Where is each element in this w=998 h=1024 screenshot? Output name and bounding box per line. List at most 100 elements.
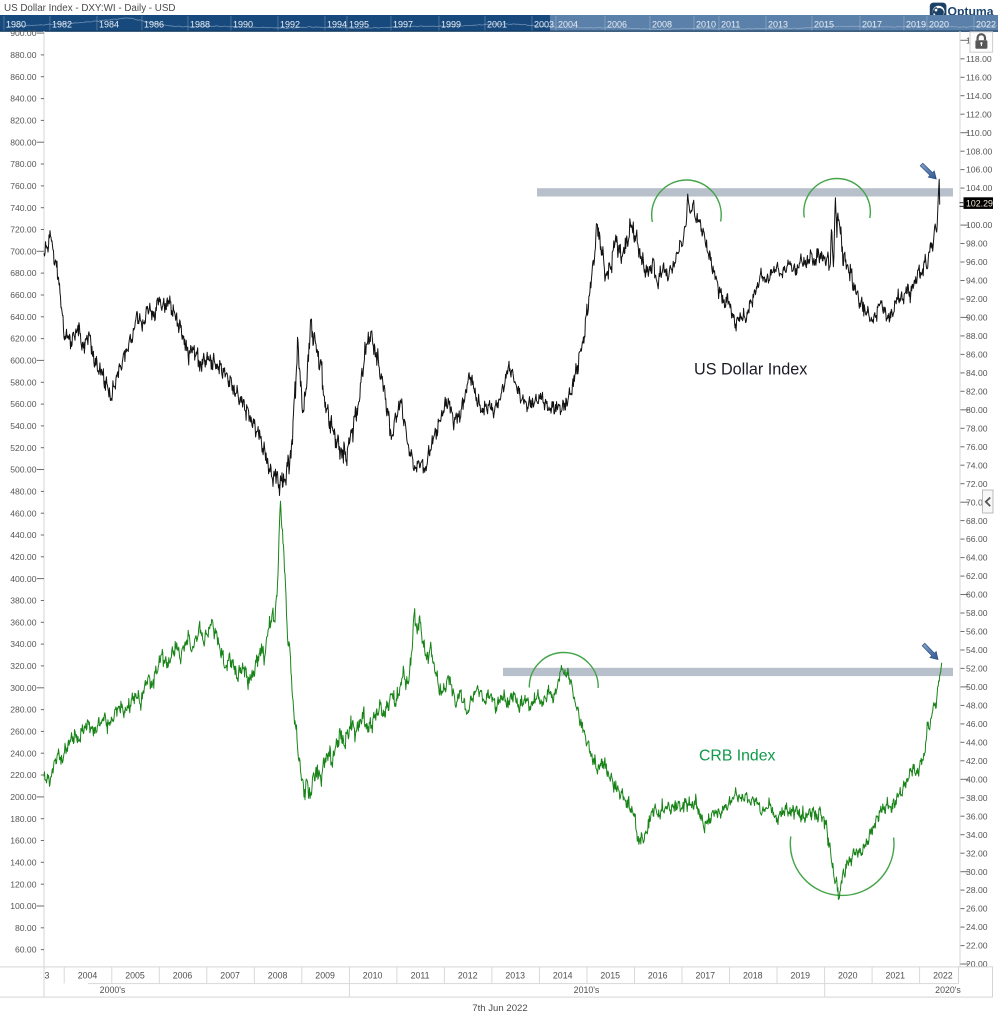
svg-text:86.00: 86.00: [966, 350, 988, 360]
svg-text:7th Jun 2022: 7th Jun 2022: [472, 1003, 527, 1014]
svg-text:2010: 2010: [363, 971, 383, 981]
svg-text:2016: 2016: [648, 971, 668, 981]
svg-text:700.00: 700.00: [10, 246, 37, 256]
svg-text:2006: 2006: [173, 971, 193, 981]
svg-text:320.00: 320.00: [10, 661, 37, 671]
svg-text:200.00: 200.00: [10, 792, 37, 802]
svg-text:500.00: 500.00: [10, 465, 37, 475]
svg-text:2005: 2005: [125, 971, 145, 981]
svg-text:80.00: 80.00: [15, 923, 37, 933]
svg-text:114.00: 114.00: [966, 91, 992, 101]
svg-text:680.00: 680.00: [10, 268, 37, 278]
svg-text:118.00: 118.00: [966, 54, 992, 64]
svg-text:660.00: 660.00: [10, 290, 37, 300]
svg-text:US Dollar Index: US Dollar Index: [694, 361, 807, 379]
svg-text:2011: 2011: [411, 971, 430, 981]
svg-text:2013: 2013: [768, 19, 788, 29]
svg-text:2017: 2017: [696, 971, 716, 981]
svg-text:110.00: 110.00: [966, 128, 992, 138]
svg-text:62.00: 62.00: [966, 571, 988, 581]
svg-text:240.00: 240.00: [10, 748, 37, 758]
svg-text:560.00: 560.00: [10, 399, 37, 409]
svg-text:1999: 1999: [441, 19, 461, 29]
svg-text:2012: 2012: [458, 971, 478, 981]
svg-text:2008: 2008: [652, 19, 672, 29]
svg-text:2015: 2015: [600, 971, 620, 981]
svg-text:64.00: 64.00: [966, 553, 988, 563]
svg-text:1982: 1982: [52, 19, 72, 29]
svg-text:780.00: 780.00: [10, 159, 37, 169]
svg-text:2004: 2004: [78, 971, 98, 981]
svg-text:480.00: 480.00: [10, 487, 37, 497]
svg-text:620.00: 620.00: [10, 334, 37, 344]
svg-text:540.00: 540.00: [10, 421, 37, 431]
svg-text:100.00: 100.00: [966, 220, 993, 230]
svg-text:106.00: 106.00: [966, 165, 993, 175]
svg-text:140.00: 140.00: [10, 857, 37, 867]
svg-text:1995: 1995: [349, 19, 369, 29]
svg-text:46.00: 46.00: [966, 719, 988, 729]
svg-text:800.00: 800.00: [10, 137, 37, 147]
svg-text:74.00: 74.00: [966, 460, 988, 470]
svg-text:380.00: 380.00: [10, 596, 37, 606]
svg-text:720.00: 720.00: [10, 225, 37, 235]
svg-text:2010's: 2010's: [574, 985, 600, 995]
svg-text:96.00: 96.00: [966, 257, 988, 267]
svg-text:100.00: 100.00: [10, 901, 37, 911]
svg-text:78.00: 78.00: [966, 423, 988, 433]
svg-text:34.00: 34.00: [966, 830, 988, 840]
svg-text:70.00: 70.00: [966, 497, 988, 507]
svg-text:60.00: 60.00: [966, 590, 988, 600]
svg-text:2003: 2003: [534, 19, 554, 29]
svg-text:108.00: 108.00: [966, 146, 993, 156]
svg-text:2010: 2010: [696, 19, 716, 29]
svg-text:20.00: 20.00: [966, 959, 988, 969]
svg-text:360.00: 360.00: [10, 617, 37, 627]
svg-text:50.00: 50.00: [966, 682, 988, 692]
svg-text:180.00: 180.00: [10, 814, 37, 824]
svg-text:2009: 2009: [315, 971, 335, 981]
svg-text:72.00: 72.00: [966, 479, 988, 489]
svg-text:220.00: 220.00: [10, 770, 37, 780]
svg-text:84.00: 84.00: [966, 368, 988, 378]
svg-text:160.00: 160.00: [10, 836, 37, 846]
svg-text:440.00: 440.00: [10, 530, 37, 540]
svg-text:260.00: 260.00: [10, 727, 37, 737]
svg-text:88.00: 88.00: [966, 331, 988, 341]
svg-text:2013: 2013: [505, 971, 525, 981]
svg-text:Optuma: Optuma: [948, 4, 994, 18]
svg-text:24.00: 24.00: [966, 922, 988, 932]
svg-text:2011: 2011: [721, 19, 740, 29]
svg-text:1994: 1994: [327, 19, 347, 29]
svg-text:48.00: 48.00: [966, 701, 988, 711]
svg-text:640.00: 640.00: [10, 312, 37, 322]
svg-text:80.00: 80.00: [966, 405, 988, 415]
svg-text:1984: 1984: [99, 19, 119, 29]
svg-text:38.00: 38.00: [966, 793, 988, 803]
svg-text:740.00: 740.00: [10, 203, 37, 213]
svg-text:2007: 2007: [220, 971, 240, 981]
svg-text:600.00: 600.00: [10, 356, 37, 366]
svg-text:860.00: 860.00: [10, 72, 37, 82]
svg-text:52.00: 52.00: [966, 664, 988, 674]
svg-text:66.00: 66.00: [966, 534, 988, 544]
svg-text:CRB Index: CRB Index: [699, 747, 775, 764]
svg-text:2022: 2022: [976, 19, 996, 29]
svg-text:880.00: 880.00: [10, 50, 37, 60]
svg-text:82.00: 82.00: [966, 386, 988, 396]
svg-text:1997: 1997: [393, 19, 413, 29]
svg-text:22.00: 22.00: [966, 941, 988, 951]
svg-text:2014: 2014: [553, 971, 573, 981]
svg-text:104.00: 104.00: [966, 183, 993, 193]
svg-text:90.00: 90.00: [966, 313, 988, 323]
svg-text:76.00: 76.00: [966, 442, 988, 452]
svg-text:1980: 1980: [6, 19, 26, 29]
svg-text:40.00: 40.00: [966, 774, 988, 784]
svg-text:420.00: 420.00: [10, 552, 37, 562]
svg-text:520.00: 520.00: [10, 443, 37, 453]
svg-text:54.00: 54.00: [966, 645, 988, 655]
svg-text:1992: 1992: [280, 19, 300, 29]
svg-text:94.00: 94.00: [966, 276, 988, 286]
svg-text:112.00: 112.00: [966, 109, 992, 119]
svg-text:36.00: 36.00: [966, 811, 988, 821]
